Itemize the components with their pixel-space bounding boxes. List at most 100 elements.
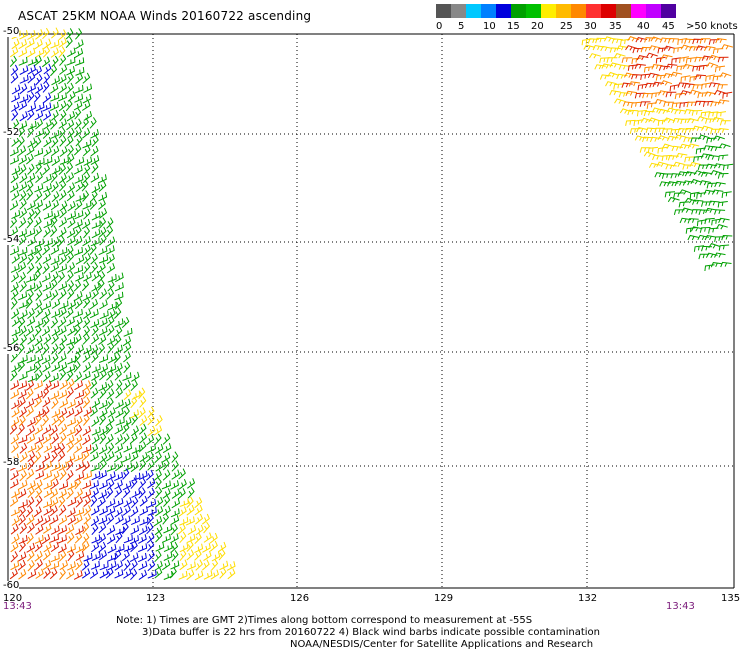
wind-barb [91, 398, 101, 409]
wind-barb [9, 216, 18, 229]
wind-barb [42, 414, 50, 427]
wind-barb [665, 91, 677, 98]
wind-barb [138, 525, 148, 536]
wind-barb [67, 210, 77, 220]
wind-barb [98, 515, 108, 525]
wind-barb [609, 47, 621, 53]
wind-barb [170, 533, 179, 544]
wind-barb [639, 101, 651, 107]
wind-barb [26, 364, 36, 373]
wind-barb [647, 72, 660, 79]
wind-barb [18, 39, 27, 50]
wind-barb [603, 36, 616, 42]
wind-barb [34, 281, 43, 292]
wind-barb [122, 486, 131, 499]
wind-barb [114, 326, 123, 338]
wind-barb [98, 326, 108, 336]
wind-barb [711, 189, 724, 195]
wind-barb [34, 451, 42, 464]
wind-barb [19, 198, 27, 210]
wind-barb [26, 316, 36, 327]
wind-barb [227, 568, 236, 580]
wind-barb [10, 46, 19, 58]
wind-barb [717, 56, 729, 63]
wind-barb [42, 81, 50, 93]
wind-barb [704, 91, 717, 97]
wind-barb [74, 397, 84, 408]
wind-barb [178, 468, 186, 480]
wind-barb [90, 515, 100, 527]
wind-barb [106, 534, 116, 545]
wind-barb [90, 318, 100, 329]
wind-barb [11, 109, 19, 121]
wind-barb [661, 128, 673, 135]
wind-barb [89, 198, 98, 210]
wind-barb [43, 63, 52, 75]
wind-barb [163, 551, 173, 561]
wind-barb [91, 471, 101, 481]
wind-barb [65, 28, 74, 40]
wind-barb [26, 542, 36, 553]
wind-barb [710, 146, 722, 152]
legend-label-5: 5 [458, 21, 465, 32]
wind-barb [708, 111, 719, 118]
wind-barb [27, 236, 36, 247]
wind-barb [107, 407, 116, 418]
wind-barb [58, 481, 69, 490]
wind-barb [35, 157, 45, 167]
wind-barb [19, 280, 27, 293]
wind-barb [114, 560, 123, 571]
wind-barb [35, 289, 43, 301]
wind-barb [696, 116, 709, 122]
wind-barb [107, 364, 117, 374]
wind-barb [66, 190, 75, 202]
wind-barb [171, 451, 179, 463]
wind-barb [42, 387, 50, 399]
wind-barb [18, 354, 28, 364]
wind-barb [162, 458, 170, 471]
wind-barb [34, 262, 43, 274]
wind-barb [83, 406, 92, 417]
wind-barb [91, 183, 101, 194]
wind-barb [74, 532, 83, 544]
wind-barb [645, 127, 657, 133]
wind-barb [73, 165, 83, 175]
wind-barb [660, 54, 673, 60]
wind-barb [187, 478, 196, 489]
wind-barb [81, 117, 90, 129]
wind-barb [10, 541, 19, 553]
wind-barb [163, 571, 173, 580]
wind-barb [106, 471, 116, 481]
wind-barb [34, 335, 43, 347]
wind-barb [114, 399, 124, 410]
wind-barb [179, 498, 189, 507]
wind-barb [19, 207, 28, 219]
wind-barb [18, 56, 28, 66]
wind-barb [628, 81, 641, 87]
wind-barb [627, 36, 640, 42]
wind-barb [666, 63, 678, 70]
wind-barb [721, 44, 734, 50]
wind-barb [99, 407, 108, 419]
wind-barb [34, 244, 43, 256]
wind-barb [17, 423, 25, 436]
wind-barb [42, 244, 51, 256]
wind-barb [587, 38, 599, 44]
wind-barb [82, 352, 91, 363]
wind-barb [90, 443, 99, 455]
wind-barb [658, 108, 670, 115]
wind-barb [640, 73, 651, 80]
wind-barb [147, 459, 155, 471]
wind-barb [666, 135, 679, 142]
wind-barb [716, 84, 728, 90]
wind-barb [98, 480, 108, 490]
wind-barb [187, 525, 197, 536]
wind-barb [18, 535, 28, 545]
wind-barb [201, 559, 210, 571]
wind-barb [34, 390, 43, 401]
wind-barb [194, 532, 202, 544]
wind-barb [26, 216, 34, 229]
wind-barb [67, 497, 77, 507]
wind-barb [18, 164, 27, 176]
wind-barb [58, 92, 67, 102]
